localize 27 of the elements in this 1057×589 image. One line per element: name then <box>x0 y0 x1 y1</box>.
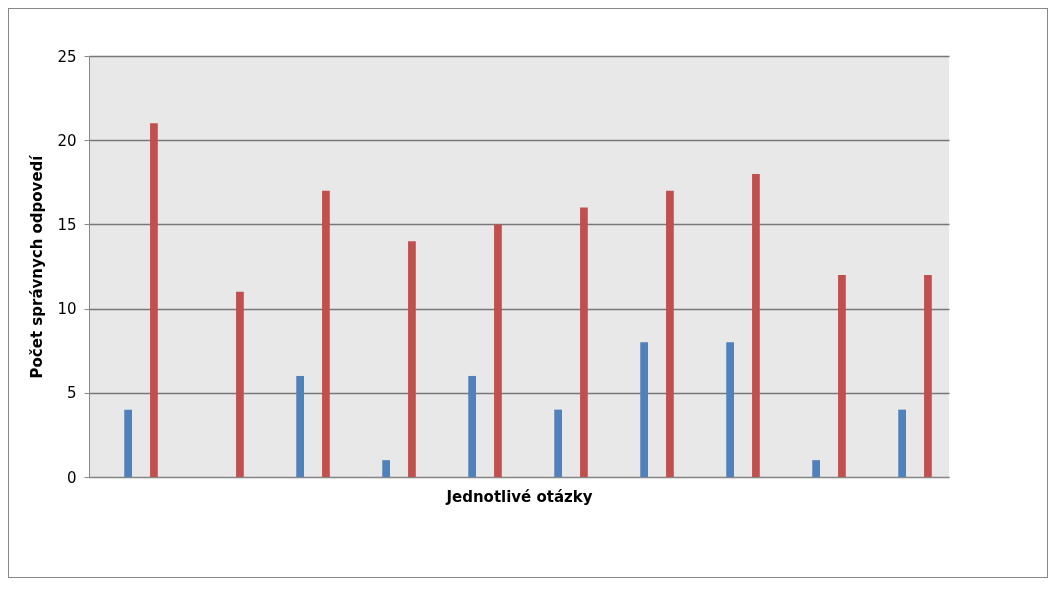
y-tick-label: 25 <box>57 47 77 66</box>
bar <box>124 409 132 477</box>
bar <box>752 173 760 477</box>
bar <box>236 291 244 477</box>
bar <box>898 409 906 477</box>
bar <box>494 224 502 477</box>
bar <box>150 123 158 477</box>
bar <box>812 460 820 477</box>
y-tick-label: 15 <box>57 215 77 234</box>
bar <box>382 460 390 477</box>
bar <box>580 207 588 477</box>
bar <box>924 274 932 477</box>
bar <box>408 241 416 477</box>
y-tick-label: 0 <box>66 468 77 487</box>
bar <box>666 190 674 477</box>
bar <box>726 342 734 477</box>
y-tick-label: 20 <box>57 131 77 150</box>
bar <box>838 274 846 477</box>
bar <box>296 375 304 477</box>
bar <box>640 342 648 477</box>
bar <box>468 375 476 477</box>
x-axis-title: Jednotlivé otázky <box>445 487 593 506</box>
y-tick-label: 5 <box>66 384 77 403</box>
y-axis-title: Počet správnych odpovedí <box>28 154 47 379</box>
bar <box>554 409 562 477</box>
y-tick-label: 10 <box>57 300 77 319</box>
bar <box>322 190 330 477</box>
